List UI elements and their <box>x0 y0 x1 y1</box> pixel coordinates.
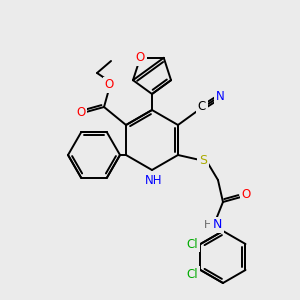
Text: N: N <box>216 89 224 103</box>
Text: O: O <box>76 106 85 118</box>
Text: C: C <box>198 100 206 113</box>
Text: NH: NH <box>145 173 163 187</box>
Text: N: N <box>212 218 222 232</box>
Text: Cl: Cl <box>187 238 198 250</box>
Text: O: O <box>104 79 114 92</box>
Text: Cl: Cl <box>187 268 198 281</box>
Text: H: H <box>204 220 212 230</box>
Text: O: O <box>136 51 145 64</box>
Text: S: S <box>199 154 207 166</box>
Text: O: O <box>242 188 250 202</box>
